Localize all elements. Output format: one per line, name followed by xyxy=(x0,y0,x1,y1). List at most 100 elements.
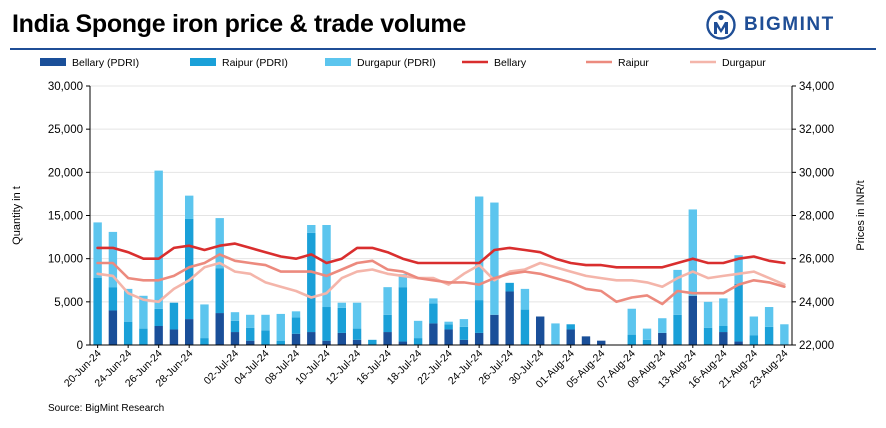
bar xyxy=(154,308,163,327)
bar xyxy=(780,324,789,345)
bar xyxy=(627,334,636,345)
y-left-tick-label: 20,000 xyxy=(48,167,83,179)
y-left-tick-label: 25,000 xyxy=(48,124,83,136)
bar xyxy=(184,218,194,320)
bar xyxy=(719,298,728,327)
bar xyxy=(337,307,347,333)
y-right-tick-label: 30,000 xyxy=(799,167,834,179)
bar xyxy=(123,288,133,322)
bar xyxy=(459,339,469,345)
bar xyxy=(597,340,606,345)
y-right-tick-label: 32,000 xyxy=(799,124,834,136)
bar xyxy=(139,328,148,345)
bar xyxy=(490,314,499,345)
y-left-tick-label: 15,000 xyxy=(48,211,83,223)
legend-swatch-bar xyxy=(190,58,216,66)
bar xyxy=(215,268,224,314)
title-divider xyxy=(10,48,876,50)
bar xyxy=(337,332,347,345)
bigmint-logo-icon xyxy=(706,10,736,40)
bar xyxy=(368,339,377,345)
bar xyxy=(230,320,240,333)
bar xyxy=(474,196,484,301)
bar-series-group xyxy=(93,170,789,345)
bar xyxy=(551,323,560,345)
bar xyxy=(444,329,453,345)
bar xyxy=(398,341,408,345)
logo-wordmark: BIGMINT xyxy=(744,14,835,35)
bar xyxy=(658,318,667,333)
bar xyxy=(154,326,163,345)
bar xyxy=(688,209,698,296)
y-left-tick-label: 30,000 xyxy=(48,81,83,93)
bar xyxy=(444,324,453,330)
bar xyxy=(291,333,301,345)
bar xyxy=(413,320,423,339)
grid xyxy=(90,85,792,346)
source-note: Source: BigMint Research xyxy=(48,403,165,414)
bar xyxy=(535,316,545,345)
bar xyxy=(307,232,316,333)
bar xyxy=(703,301,713,328)
legend-label: Durgapur (PDRI) xyxy=(357,57,436,69)
bar xyxy=(352,339,362,345)
bar xyxy=(764,326,774,345)
bar xyxy=(734,341,743,345)
bar xyxy=(169,302,179,330)
bar xyxy=(459,326,469,340)
bar xyxy=(352,328,362,340)
chart-title: India Sponge iron price & trade volume xyxy=(12,10,466,38)
bar xyxy=(261,330,270,345)
bar xyxy=(383,314,392,333)
bar xyxy=(520,288,530,310)
bar xyxy=(581,336,591,345)
bar xyxy=(322,307,331,341)
bar xyxy=(108,310,118,345)
series-line xyxy=(96,253,786,306)
y-right-tick-label: 34,000 xyxy=(799,81,834,93)
bar xyxy=(230,332,240,345)
bar xyxy=(108,231,118,288)
bar xyxy=(566,329,575,345)
y-right-tick-label: 22,000 xyxy=(799,340,834,352)
bar xyxy=(200,304,209,339)
bar xyxy=(352,302,362,329)
bar xyxy=(398,274,408,288)
bar xyxy=(627,308,636,335)
bar xyxy=(459,319,469,327)
bar xyxy=(261,314,270,331)
y-left-tick-label: 0 xyxy=(77,340,83,352)
bar xyxy=(719,326,728,333)
bar xyxy=(276,340,285,345)
bar xyxy=(429,323,438,345)
bar xyxy=(154,170,163,309)
legend-label: Bellary (PDRI) xyxy=(72,57,139,69)
legend-label: Bellary xyxy=(494,57,527,69)
bar xyxy=(642,339,652,345)
bar xyxy=(337,302,347,308)
bar xyxy=(490,202,499,315)
chart-legend: Bellary (PDRI) Raipur (PDRI) Durgapur (PDR… xyxy=(40,57,766,69)
bar xyxy=(734,283,743,342)
bar xyxy=(383,287,392,315)
series-line xyxy=(96,242,786,269)
legend-swatch-bar xyxy=(325,58,351,66)
bar xyxy=(398,287,408,342)
bar xyxy=(474,332,484,345)
bar xyxy=(520,309,530,345)
bar xyxy=(719,332,728,345)
bar xyxy=(200,338,209,345)
bar xyxy=(429,303,438,324)
y-left-axis-title: Quantity in t xyxy=(11,186,23,245)
bar xyxy=(230,312,240,321)
y-right-tick-label: 26,000 xyxy=(799,254,834,266)
legend-label: Raipur xyxy=(618,57,649,69)
bar xyxy=(749,316,759,336)
bar xyxy=(658,332,667,345)
bar xyxy=(307,224,316,233)
bar xyxy=(184,195,194,219)
bar xyxy=(673,314,682,345)
bar xyxy=(291,311,301,318)
bar xyxy=(383,332,392,345)
bar xyxy=(276,313,285,341)
